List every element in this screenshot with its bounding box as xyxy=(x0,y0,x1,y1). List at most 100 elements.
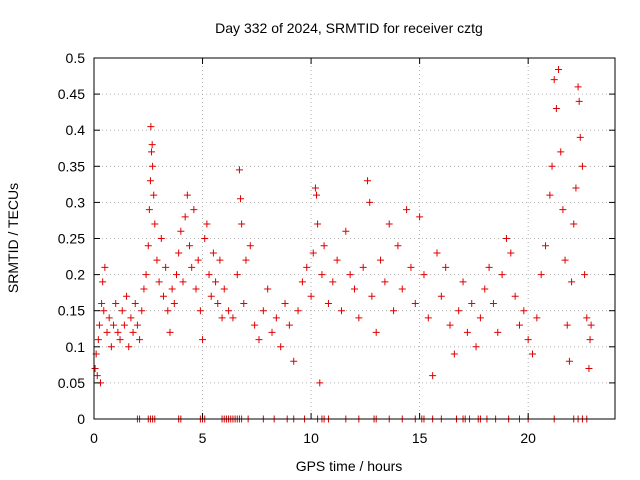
data-point xyxy=(342,227,350,235)
data-point xyxy=(159,292,167,300)
data-point xyxy=(455,307,463,315)
data-point xyxy=(145,206,153,214)
x-tick-label: 5 xyxy=(199,430,207,446)
data-point xyxy=(225,307,233,315)
data-point xyxy=(142,271,150,279)
data-point xyxy=(272,314,280,322)
data-point xyxy=(120,321,128,329)
data-point xyxy=(127,314,135,322)
data-point xyxy=(233,271,241,279)
data-point xyxy=(515,321,523,329)
data-point xyxy=(116,336,124,344)
x-axis-label: GPS time / hours xyxy=(296,458,403,474)
data-point xyxy=(285,321,293,329)
data-point xyxy=(520,307,528,315)
data-point xyxy=(131,299,139,307)
data-point xyxy=(214,299,222,307)
data-point xyxy=(346,271,354,279)
data-point xyxy=(112,299,120,307)
data-point xyxy=(188,263,196,271)
data-point xyxy=(313,191,321,199)
data-point xyxy=(424,314,432,322)
data-point xyxy=(581,271,589,279)
data-point xyxy=(281,299,289,307)
data-point xyxy=(542,242,550,250)
x-tick-label: 0 xyxy=(90,430,98,446)
data-point xyxy=(381,278,389,286)
data-point xyxy=(481,285,489,293)
data-point xyxy=(146,177,154,185)
data-point xyxy=(168,285,176,293)
data-point xyxy=(307,292,315,300)
data-point xyxy=(192,285,200,293)
data-point xyxy=(311,184,319,192)
data-point xyxy=(251,321,259,329)
data-point xyxy=(212,278,220,286)
data-point xyxy=(290,357,298,365)
data-point xyxy=(329,278,337,286)
data-point xyxy=(118,307,126,315)
data-point xyxy=(529,350,537,358)
data-point xyxy=(359,263,367,271)
y-tick-label: 0.2 xyxy=(66,267,86,283)
data-point xyxy=(550,76,558,84)
data-point xyxy=(255,336,263,344)
data-point xyxy=(502,235,510,242)
data-point xyxy=(572,184,580,192)
data-point xyxy=(237,195,245,203)
data-point xyxy=(101,263,109,271)
y-tick-label: 0 xyxy=(77,411,85,427)
data-point xyxy=(181,213,189,221)
data-point xyxy=(294,307,302,315)
data-point xyxy=(355,314,363,322)
data-point xyxy=(316,379,324,387)
data-point xyxy=(314,220,322,228)
data-point xyxy=(110,321,118,329)
data-point xyxy=(177,227,185,235)
x-tick-label: 10 xyxy=(303,430,319,446)
data-point xyxy=(123,292,131,300)
y-axis-ticks: 0 0.05 0.1 0.15 0.2 0.25 0.3 0.35 0.4 0.45 0.5 xyxy=(58,50,615,427)
data-point xyxy=(207,292,215,300)
data-point xyxy=(557,148,565,156)
data-point xyxy=(568,278,576,286)
data-point xyxy=(105,314,113,322)
data-point xyxy=(318,271,326,279)
data-point xyxy=(442,263,450,271)
data-point xyxy=(511,292,519,300)
data-point xyxy=(151,220,159,228)
data-point xyxy=(164,307,172,315)
y-tick-label: 0.35 xyxy=(58,158,85,174)
data-point xyxy=(576,133,584,141)
data-point xyxy=(125,343,133,351)
data-point xyxy=(170,299,178,307)
data-point xyxy=(107,343,115,351)
data-point xyxy=(407,263,415,271)
data-point xyxy=(133,321,141,329)
data-point xyxy=(144,242,152,250)
data-point xyxy=(575,97,583,105)
data-point xyxy=(394,242,402,250)
y-tick-label: 0.25 xyxy=(58,231,85,247)
data-point xyxy=(94,336,102,344)
data-point xyxy=(411,299,419,307)
data-point xyxy=(179,278,187,286)
x-axis-ticks: 0 5 10 15 20 xyxy=(90,58,536,446)
data-point xyxy=(175,249,183,257)
data-point xyxy=(476,314,484,322)
data-point xyxy=(150,191,158,199)
data-point xyxy=(98,299,106,307)
data-point xyxy=(240,299,248,307)
data-point xyxy=(209,249,217,257)
data-point xyxy=(172,271,180,279)
data-point xyxy=(157,235,165,242)
data-point xyxy=(368,292,376,300)
data-point xyxy=(446,321,454,329)
data-point xyxy=(552,105,560,113)
data-point xyxy=(298,278,306,286)
data-point xyxy=(216,256,224,264)
data-point xyxy=(472,343,480,351)
data-point xyxy=(463,328,471,336)
data-point xyxy=(268,328,276,336)
y-tick-label: 0.5 xyxy=(66,50,86,66)
